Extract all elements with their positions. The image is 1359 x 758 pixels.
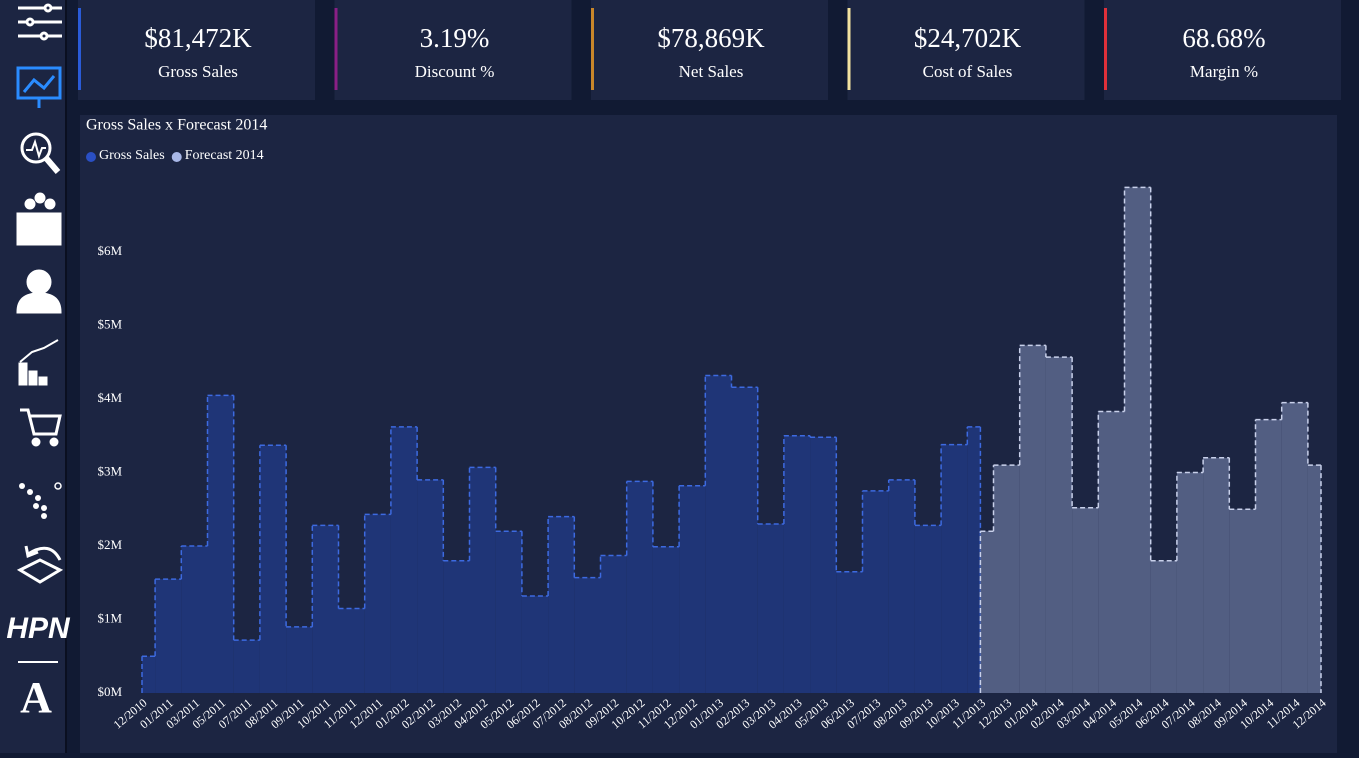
step-area — [1229, 509, 1256, 693]
step-area — [207, 395, 234, 693]
trend-icon[interactable] — [18, 339, 59, 386]
step-area — [967, 426, 981, 693]
sidebar-logo-text[interactable]: HPN — [6, 612, 71, 645]
step-area — [600, 555, 627, 693]
kpi-accent — [847, 8, 851, 90]
step-area — [652, 546, 680, 693]
kpi-card — [78, 0, 315, 100]
step-area — [1281, 402, 1308, 693]
step-area — [1098, 411, 1125, 693]
step-area — [1124, 187, 1151, 693]
step-area — [495, 531, 522, 693]
kpi-label: Gross Sales — [158, 62, 238, 81]
step-area — [941, 444, 968, 693]
kpi-accent — [1104, 8, 1107, 90]
kpi-card — [847, 0, 1085, 100]
step-area — [626, 481, 653, 693]
step-area — [679, 485, 706, 693]
kpi-value: $81,472K — [144, 23, 252, 53]
kpi-label: Cost of Sales — [923, 62, 1013, 81]
step-area — [233, 640, 260, 693]
kpi-accent — [334, 8, 338, 90]
y-tick-label: $3M — [97, 463, 122, 478]
product-icon[interactable] — [16, 192, 62, 246]
step-area — [338, 608, 365, 693]
y-tick-label: $0M — [97, 684, 122, 699]
filter-icon[interactable] — [18, 3, 62, 41]
sidebar-logo-letter: A — [20, 673, 52, 722]
step-area — [1045, 357, 1073, 693]
kpi-value: 68.68% — [1182, 23, 1265, 53]
kpi-accent — [78, 8, 81, 90]
step-area — [286, 626, 313, 693]
return-icon[interactable] — [16, 545, 64, 584]
step-area — [1203, 457, 1230, 693]
step-area — [914, 525, 942, 693]
step-area — [705, 375, 732, 693]
legend-dot — [171, 152, 182, 162]
kpi-card — [334, 0, 572, 100]
y-tick-label: $1M — [97, 610, 122, 625]
legend-dot — [86, 152, 96, 162]
kpi-accent — [591, 8, 594, 90]
step-area — [259, 445, 287, 693]
step-area — [443, 560, 470, 693]
y-tick-label: $5M — [97, 316, 122, 331]
customer-icon[interactable] — [16, 269, 62, 314]
step-area — [142, 656, 156, 693]
step-area — [993, 465, 1020, 693]
y-tick-label: $6M — [97, 243, 122, 258]
kpi-value: $24,702K — [914, 23, 1022, 53]
step-area — [469, 467, 496, 693]
kpi-card — [1104, 0, 1341, 100]
legend-label: Forecast 2014 — [185, 148, 264, 163]
step-area — [810, 437, 837, 693]
step-area — [364, 514, 391, 693]
kpi-card — [591, 0, 828, 100]
kpi-value: $78,869K — [657, 23, 765, 53]
step-area — [417, 479, 444, 693]
dashboard-icon[interactable] — [16, 66, 62, 108]
y-tick-label: $4M — [97, 390, 122, 405]
cart-icon[interactable] — [20, 408, 62, 447]
step-area — [757, 523, 784, 693]
kpi-label: Discount % — [415, 62, 495, 81]
step-area — [783, 435, 811, 693]
step-area — [1176, 472, 1204, 693]
step-area — [521, 595, 549, 693]
step-area — [980, 531, 994, 693]
analysis-icon[interactable] — [20, 132, 61, 174]
chart-title: Gross Sales x Forecast 2014 — [86, 117, 267, 134]
step-area — [312, 525, 339, 693]
step-area — [1019, 345, 1046, 693]
y-tick-label: $2M — [97, 537, 122, 552]
step-area — [862, 490, 889, 693]
step-area — [390, 426, 418, 693]
step-area — [1307, 465, 1321, 693]
step-area — [1072, 507, 1099, 693]
step-area — [548, 516, 575, 693]
sidebar-icons — [16, 3, 64, 663]
step-area — [181, 546, 208, 693]
step-area — [731, 387, 758, 693]
legend-label: Gross Sales — [99, 148, 165, 163]
step-area — [836, 571, 863, 693]
step-area — [155, 579, 182, 693]
kpi-value: 3.19% — [420, 23, 490, 53]
step-area — [574, 577, 601, 693]
step-area — [1255, 419, 1282, 693]
step-area — [888, 479, 915, 693]
kpi-label: Margin % — [1190, 62, 1258, 81]
scatter-icon[interactable] — [19, 482, 62, 519]
kpi-label: Net Sales — [679, 62, 744, 81]
step-area — [1150, 560, 1177, 693]
